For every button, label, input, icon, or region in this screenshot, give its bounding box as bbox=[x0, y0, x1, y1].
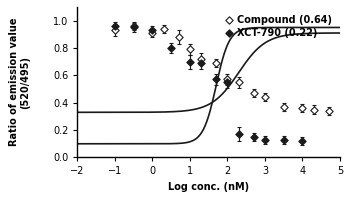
XCT-790 (0.22) bbox=[187, 60, 193, 63]
Compound (0.64) bbox=[214, 61, 219, 65]
XCT-790 (0.22) bbox=[112, 24, 118, 28]
Y-axis label: Ratio of emission value
(520/495): Ratio of emission value (520/495) bbox=[8, 18, 30, 146]
XCT-790 (0.22) bbox=[225, 81, 230, 84]
Compound (0.64) bbox=[262, 96, 268, 99]
XCT-790 (0.22) bbox=[262, 138, 268, 141]
X-axis label: Log conc. (nM): Log conc. (nM) bbox=[168, 182, 249, 192]
Compound (0.64) bbox=[311, 108, 316, 111]
Compound (0.64) bbox=[281, 105, 286, 108]
XCT-790 (0.22) bbox=[131, 26, 136, 29]
Compound (0.64) bbox=[161, 27, 167, 30]
Compound (0.64) bbox=[187, 48, 193, 51]
XCT-790 (0.22) bbox=[236, 133, 241, 136]
Compound (0.64) bbox=[300, 107, 305, 110]
Compound (0.64) bbox=[149, 31, 155, 35]
XCT-790 (0.22) bbox=[281, 138, 286, 141]
Compound (0.64) bbox=[131, 24, 136, 28]
XCT-790 (0.22) bbox=[214, 78, 219, 81]
Compound (0.64) bbox=[176, 35, 181, 39]
Compound (0.64) bbox=[198, 57, 204, 60]
XCT-790 (0.22) bbox=[198, 61, 204, 65]
XCT-790 (0.22) bbox=[251, 135, 257, 139]
Legend: Compound (0.64), XCT-790 (0.22): Compound (0.64), XCT-790 (0.22) bbox=[223, 12, 335, 41]
Compound (0.64) bbox=[236, 81, 241, 84]
Compound (0.64) bbox=[326, 109, 331, 113]
Compound (0.64) bbox=[225, 78, 230, 81]
XCT-790 (0.22) bbox=[168, 46, 174, 50]
Compound (0.64) bbox=[112, 29, 118, 32]
XCT-790 (0.22) bbox=[149, 29, 155, 32]
Compound (0.64) bbox=[251, 92, 257, 95]
XCT-790 (0.22) bbox=[300, 139, 305, 143]
